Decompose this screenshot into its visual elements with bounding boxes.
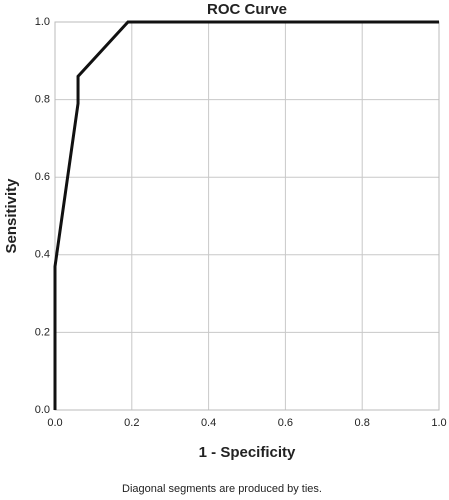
x-tick-label: 0.6 bbox=[278, 417, 293, 429]
y-tick-label: 0.6 bbox=[35, 171, 50, 183]
y-tick-label: 0.8 bbox=[35, 94, 50, 106]
y-tick-label: 1.0 bbox=[35, 16, 50, 28]
y-tick-label: 0.0 bbox=[35, 404, 50, 416]
plot-border bbox=[54, 21, 440, 411]
footnote: Diagonal segments are produced by ties. bbox=[122, 483, 322, 495]
x-tick-label: 0.2 bbox=[124, 417, 139, 429]
x-tick-label: 0.0 bbox=[47, 417, 62, 429]
x-tick-label: 0.4 bbox=[201, 417, 216, 429]
x-tick-label: 1.0 bbox=[431, 417, 446, 429]
x-axis-label: 1 - Specificity bbox=[199, 444, 296, 461]
y-tick-label: 0.2 bbox=[35, 326, 50, 338]
y-tick-label: 0.4 bbox=[35, 249, 50, 261]
y-axis-label: Sensitivity bbox=[3, 178, 20, 254]
x-tick-label: 0.8 bbox=[355, 417, 370, 429]
chart-title: ROC Curve bbox=[207, 1, 287, 18]
roc-line bbox=[53, 20, 439, 410]
